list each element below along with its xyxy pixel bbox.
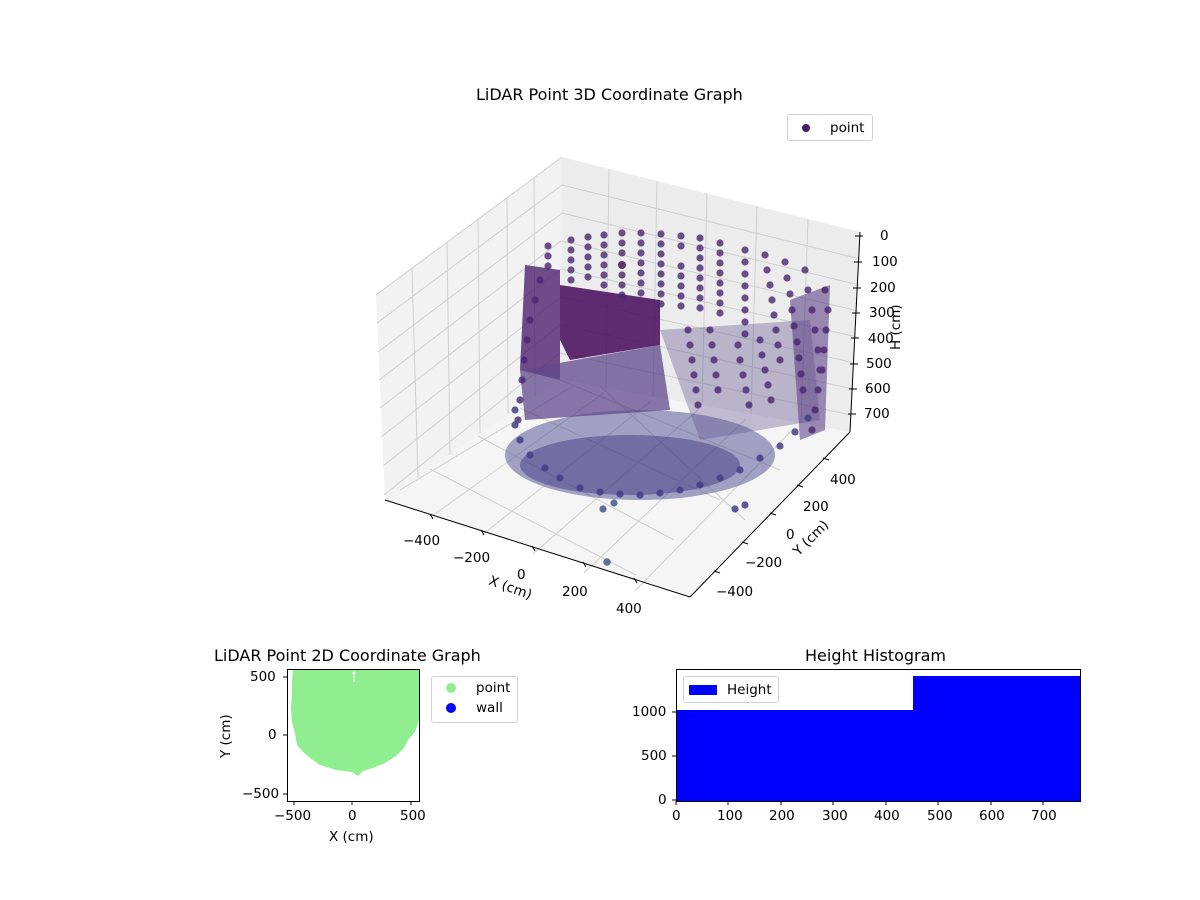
x-tick-hist: 100: [717, 808, 743, 824]
x-tick-2d: 0: [348, 808, 357, 824]
z-tick: 200: [870, 280, 896, 296]
z-tick: 0: [880, 228, 889, 244]
legend-label-height: Height: [727, 681, 772, 698]
y-tick-2d: 0: [268, 727, 277, 743]
point-columns-3d: [514, 229, 832, 434]
wall-marker-icon: [446, 703, 456, 713]
x-tick-hist: 200: [769, 808, 795, 824]
plot-2d-axes: [287, 669, 420, 802]
x-tick-3d: 0: [517, 567, 526, 583]
x-tick-2d: 500: [400, 808, 426, 824]
point-cloud-3d: [505, 265, 830, 500]
x-tick-3d: −200: [453, 550, 491, 566]
x-tick-3d: −400: [403, 533, 441, 549]
x-tick-2d: −500: [274, 808, 312, 824]
x-tick-hist: 600: [979, 808, 1005, 824]
legend-histogram: Height: [683, 676, 779, 703]
y-tick-2d: −500: [242, 786, 280, 802]
x-tick-hist: 0: [672, 808, 681, 824]
y-tick-hist: 0: [658, 792, 667, 808]
height-swatch-icon: [689, 684, 717, 695]
legend-label-point: point: [476, 680, 511, 696]
chart-title-3d: LiDAR Point 3D Coordinate Graph: [476, 85, 743, 104]
chart-title-histogram: Height Histogram: [805, 646, 946, 665]
x-tick-3d: 200: [562, 584, 588, 600]
x-tick-hist: 400: [874, 808, 900, 824]
z-tick: 300: [869, 305, 895, 321]
y-tick-3d: 400: [830, 472, 856, 488]
z-tick: 600: [865, 381, 891, 397]
x-tick-hist: 500: [927, 808, 953, 824]
point-marker-icon: [446, 683, 456, 693]
point-region-2d: [291, 670, 419, 776]
legend-2d: point wall: [431, 676, 518, 723]
x-tick-hist: 700: [1031, 808, 1057, 824]
y-tick-3d: 200: [803, 499, 829, 515]
legend-label-wall: wall: [476, 700, 503, 716]
point-marker-icon: [802, 123, 810, 132]
x-tick-hist: 300: [822, 808, 848, 824]
z-tick: 100: [872, 254, 898, 270]
histogram-bar-2: [913, 676, 1080, 801]
y-tick-3d: −200: [745, 555, 783, 571]
x-axis-label-2d: X (cm): [329, 829, 374, 845]
y-tick-3d: 0: [786, 527, 795, 543]
legend-label-point: point: [830, 119, 865, 136]
y-axis-label-2d: Y (cm): [218, 714, 234, 758]
z-tick: 400: [868, 331, 894, 347]
z-tick: 500: [866, 356, 892, 372]
histogram-bar-1: [677, 710, 913, 801]
x-tick-3d: 400: [616, 601, 642, 617]
y-tick-hist: 500: [641, 748, 667, 764]
y-tick-2d: 500: [250, 669, 276, 685]
y-tick-3d: −400: [716, 584, 754, 600]
y-tick-hist: 1000: [632, 704, 667, 720]
legend-3d: point: [787, 114, 873, 141]
z-tick: 700: [864, 406, 890, 422]
z-axis-label: H (cm): [888, 304, 904, 350]
chart-title-2d: LiDAR Point 2D Coordinate Graph: [214, 646, 481, 665]
